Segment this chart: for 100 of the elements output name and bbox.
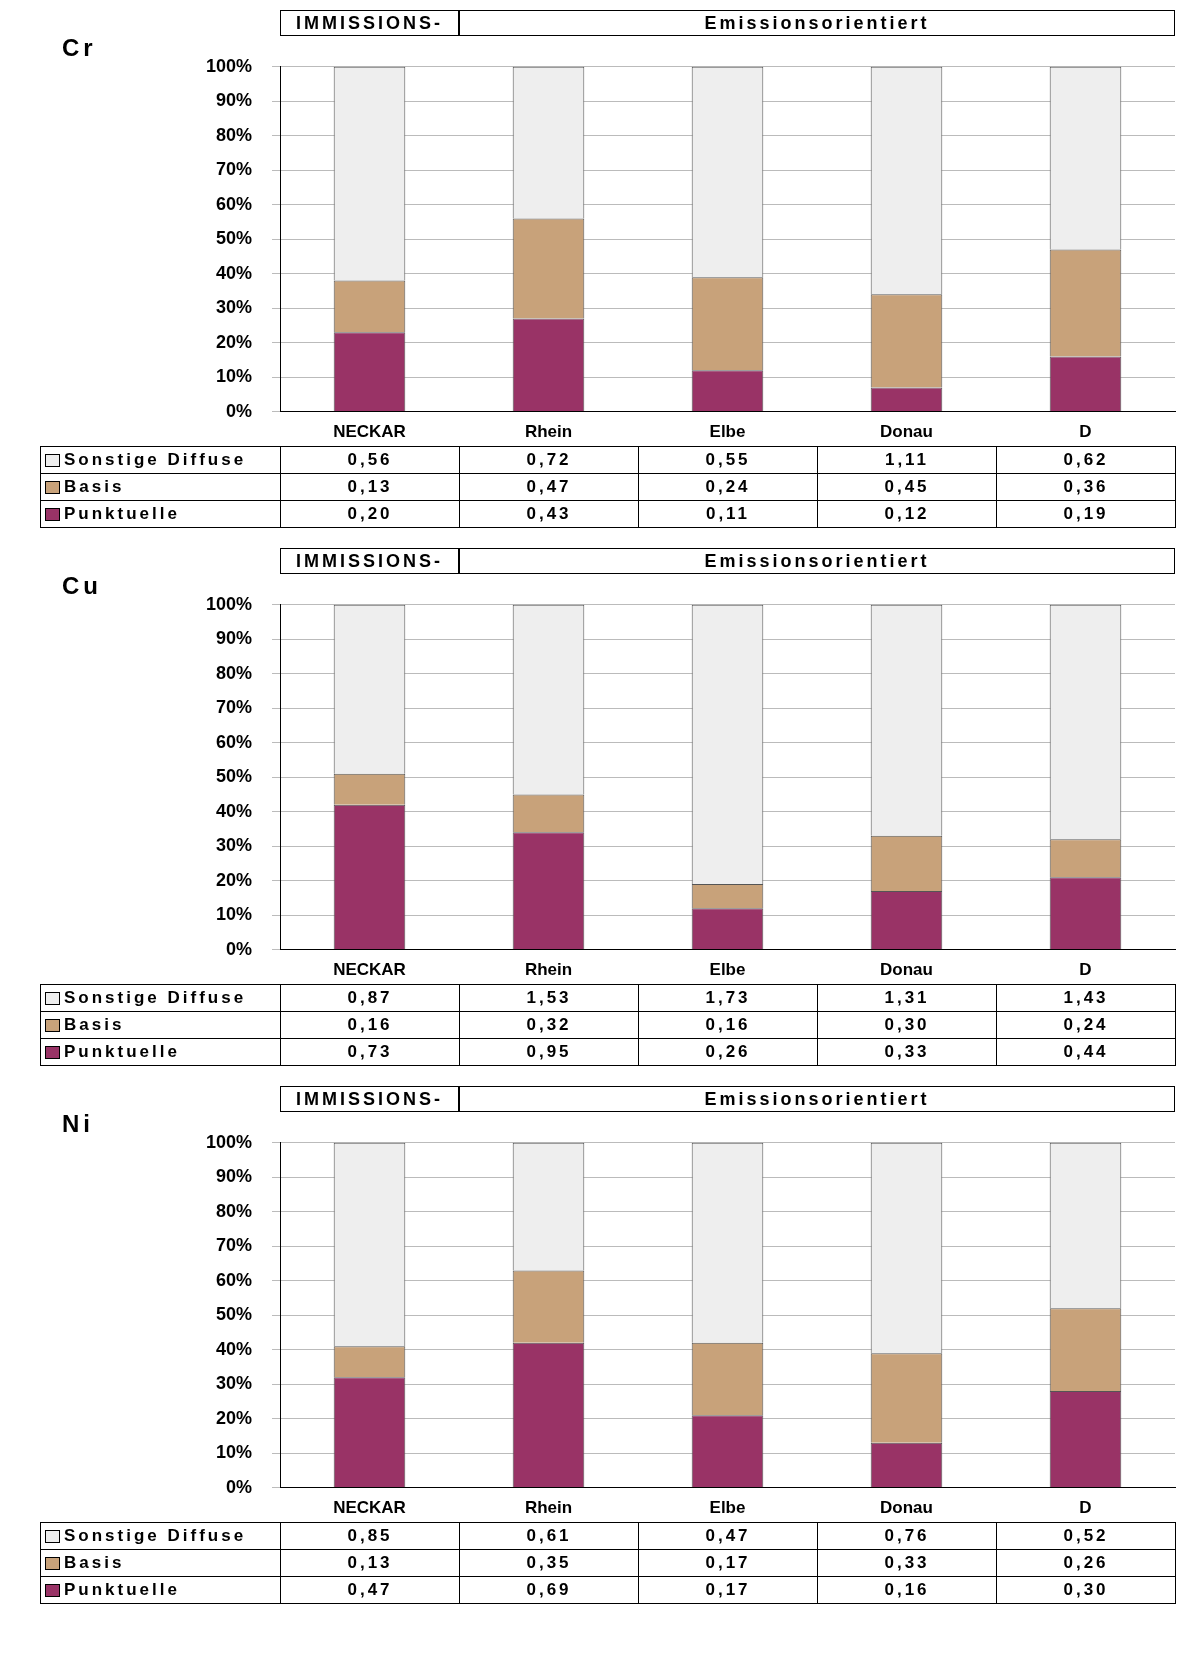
x-tick-label: Donau — [880, 422, 933, 442]
text: 0,12 — [817, 500, 997, 528]
text: 0,24 — [638, 473, 818, 501]
y-tick-label: 50% — [215, 228, 252, 249]
y-tick-label: 80% — [215, 124, 252, 145]
text: 0,52 — [996, 1522, 1176, 1550]
y-tick-label: 30% — [215, 297, 252, 318]
y-tick-label: 100% — [205, 593, 252, 614]
y-tick-label: 80% — [215, 1200, 252, 1221]
legend-label: Punktuelle — [40, 1576, 281, 1604]
text: 0,16 — [638, 1011, 818, 1039]
y-tick-label: 20% — [215, 331, 252, 352]
x-tick-label: NECKAR — [333, 1498, 406, 1518]
text: 0,95 — [459, 1038, 639, 1066]
legend-label: Sonstige Diffuse — [40, 984, 281, 1012]
y-tick-label: 70% — [215, 159, 252, 180]
y-tick-label: 20% — [215, 869, 252, 890]
y-tick-label: 70% — [215, 697, 252, 718]
text: 1,31 — [817, 984, 997, 1012]
text: 0,36 — [996, 473, 1176, 501]
x-tick-label: Rhein — [524, 960, 573, 980]
x-tick-label: Donau — [880, 1498, 933, 1518]
text: 0,33 — [817, 1038, 997, 1066]
y-tick-label: 10% — [215, 904, 252, 925]
text: Emissionsorientiert — [459, 1086, 1175, 1112]
text: 0,43 — [459, 500, 639, 528]
y-tick-label: 40% — [215, 800, 252, 821]
y-tick-label: 60% — [215, 1269, 252, 1290]
x-tick-label: D — [1079, 422, 1092, 442]
text: 1,11 — [817, 446, 997, 474]
y-tick-label: 0% — [225, 938, 252, 959]
y-tick-label: 10% — [215, 366, 252, 387]
y-tick-label: 30% — [215, 835, 252, 856]
text: 0,72 — [459, 446, 639, 474]
y-tick-label: 60% — [215, 731, 252, 752]
x-tick-label: D — [1079, 960, 1092, 980]
text: 0,35 — [459, 1549, 639, 1577]
legend-label: Punktuelle — [40, 1038, 281, 1066]
text: Cu — [62, 572, 102, 600]
text: 0,85 — [280, 1522, 460, 1550]
text: 0,55 — [638, 446, 818, 474]
text: Ni — [62, 1110, 94, 1138]
y-tick-label: 60% — [215, 193, 252, 214]
text: 0,26 — [638, 1038, 818, 1066]
text: 0,30 — [817, 1011, 997, 1039]
text: IMMISSIONS- — [280, 548, 459, 574]
y-tick-label: 100% — [205, 1131, 252, 1152]
text: 1,73 — [638, 984, 818, 1012]
text: 0,44 — [996, 1038, 1176, 1066]
text: 0,33 — [817, 1549, 997, 1577]
y-tick-label: 0% — [225, 1476, 252, 1497]
y-tick-label: 100% — [205, 55, 252, 76]
text: 0,17 — [638, 1576, 818, 1604]
text: 0,47 — [280, 1576, 460, 1604]
y-tick-label: 40% — [215, 262, 252, 283]
text: 0,47 — [638, 1522, 818, 1550]
text: Cr — [62, 34, 97, 62]
y-tick-label: 80% — [215, 662, 252, 683]
y-tick-label: 90% — [215, 628, 252, 649]
text: 0,16 — [280, 1011, 460, 1039]
legend-label: Punktuelle — [40, 500, 281, 528]
y-tick-label: 90% — [215, 1166, 252, 1187]
text: Emissionsorientiert — [459, 10, 1175, 36]
y-tick-label: 90% — [215, 90, 252, 111]
y-tick-label: 30% — [215, 1373, 252, 1394]
text: 0,76 — [817, 1522, 997, 1550]
text: Emissionsorientiert — [459, 548, 1175, 574]
legend-label: Sonstige Diffuse — [40, 1522, 281, 1550]
legend-label: Basis — [40, 1549, 281, 1577]
text: 0,69 — [459, 1576, 639, 1604]
text: 1,43 — [996, 984, 1176, 1012]
text: 0,61 — [459, 1522, 639, 1550]
y-tick-label: 10% — [215, 1442, 252, 1463]
x-tick-label: Donau — [880, 960, 933, 980]
text: 0,13 — [280, 473, 460, 501]
text: 0,20 — [280, 500, 460, 528]
text: 0,32 — [459, 1011, 639, 1039]
text: 0,45 — [817, 473, 997, 501]
x-tick-label: Elbe — [709, 422, 746, 442]
x-tick-label: Elbe — [709, 960, 746, 980]
y-tick-label: 40% — [215, 1338, 252, 1359]
x-tick-label: D — [1079, 1498, 1092, 1518]
text: 0,11 — [638, 500, 818, 528]
y-tick-label: 50% — [215, 766, 252, 787]
text: 0,73 — [280, 1038, 460, 1066]
y-tick-label: 0% — [225, 400, 252, 421]
text: 0,56 — [280, 446, 460, 474]
legend-label: Basis — [40, 473, 281, 501]
text: IMMISSIONS- — [280, 10, 459, 36]
x-tick-label: Elbe — [709, 1498, 746, 1518]
text: 0,19 — [996, 500, 1176, 528]
text: 0,47 — [459, 473, 639, 501]
text: 0,30 — [996, 1576, 1176, 1604]
y-tick-label: 50% — [215, 1304, 252, 1325]
text: 0,17 — [638, 1549, 818, 1577]
legend-label: Basis — [40, 1011, 281, 1039]
text: 0,13 — [280, 1549, 460, 1577]
text: 0,87 — [280, 984, 460, 1012]
x-tick-label: Rhein — [524, 422, 573, 442]
x-tick-label: Rhein — [524, 1498, 573, 1518]
